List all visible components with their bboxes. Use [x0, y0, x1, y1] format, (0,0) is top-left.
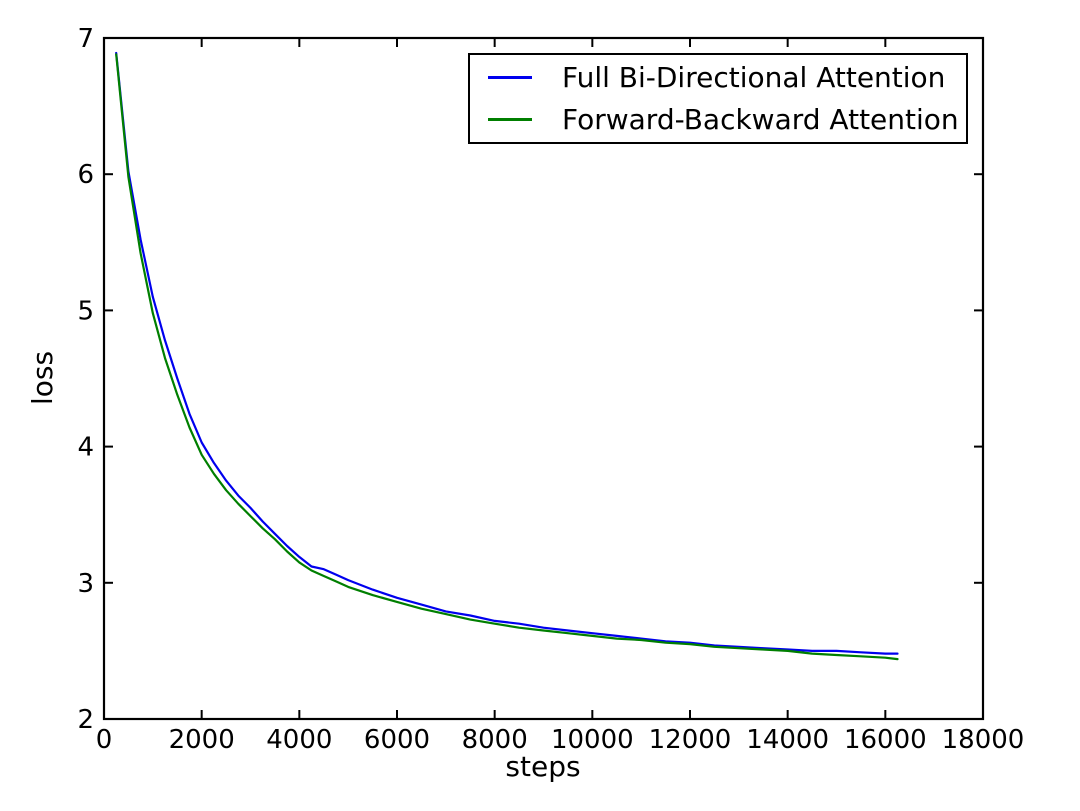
x-tick-label: 14000: [746, 725, 829, 755]
plot-frame: [102, 36, 985, 721]
series-lines: [115, 51, 899, 661]
x-axis-label: steps: [505, 750, 580, 783]
x-tick-label: 6000: [364, 725, 430, 755]
y-tick-label: 2: [77, 705, 94, 735]
legend-item-full-bidirectional: Full Bi-Directional Attention: [488, 61, 966, 95]
x-tick-label: 2000: [169, 725, 235, 755]
y-tick-label: 3: [77, 569, 94, 599]
y-tick-label: 7: [77, 24, 94, 54]
y-tick-label: 6: [77, 160, 94, 190]
x-tick-label: 16000: [844, 725, 927, 755]
x-tick-label: 4000: [266, 725, 332, 755]
y-tick-label: 4: [77, 433, 94, 463]
legend-line-swatch-blue: [488, 76, 532, 79]
x-tick-labels: 0 2000 4000 6000 8000 10000 12000 14000 16000 180…: [96, 725, 1025, 755]
y-tick-labels: 2 3 4 5 6 7: [77, 24, 94, 735]
x-tick-label: 10000: [551, 725, 634, 755]
legend-label: Forward-Backward Attention: [562, 103, 959, 136]
y-axis-label: loss: [26, 351, 59, 405]
legend-line-swatch-green: [488, 118, 532, 121]
legend: Full Bi-Directional Attention Forward-Ba…: [468, 53, 968, 144]
axis-ticks: [103, 37, 984, 720]
x-tick-label: 0: [96, 725, 113, 755]
legend-label: Full Bi-Directional Attention: [562, 61, 946, 94]
x-tick-label: 12000: [649, 725, 732, 755]
series-line-full-bidirectional-attention: [115, 51, 899, 655]
x-tick-label: 18000: [942, 725, 1025, 755]
y-tick-label: 5: [77, 296, 94, 326]
legend-item-forward-backward: Forward-Backward Attention: [488, 103, 966, 137]
series-line-forward-backward-attention: [115, 53, 899, 661]
x-tick-label: 8000: [462, 725, 528, 755]
